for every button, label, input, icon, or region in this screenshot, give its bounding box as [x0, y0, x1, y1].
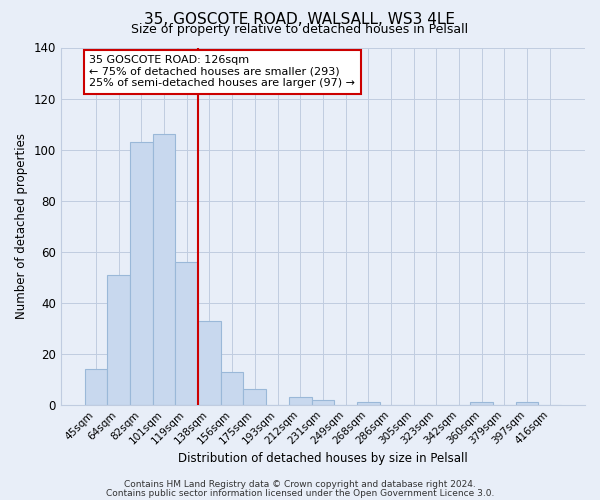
Bar — [470, 402, 493, 404]
Bar — [357, 402, 380, 404]
Bar — [311, 400, 334, 404]
Text: Contains HM Land Registry data © Crown copyright and database right 2024.: Contains HM Land Registry data © Crown c… — [124, 480, 476, 489]
Text: 35 GOSCOTE ROAD: 126sqm
← 75% of detached houses are smaller (293)
25% of semi-d: 35 GOSCOTE ROAD: 126sqm ← 75% of detache… — [89, 55, 355, 88]
Bar — [175, 262, 198, 404]
Bar — [130, 142, 152, 405]
Bar — [221, 372, 244, 404]
Bar — [244, 390, 266, 404]
Y-axis label: Number of detached properties: Number of detached properties — [15, 133, 28, 319]
Bar — [85, 369, 107, 404]
Bar — [107, 274, 130, 404]
Text: Contains public sector information licensed under the Open Government Licence 3.: Contains public sector information licen… — [106, 488, 494, 498]
Text: Size of property relative to detached houses in Pelsall: Size of property relative to detached ho… — [131, 22, 469, 36]
Text: 35, GOSCOTE ROAD, WALSALL, WS3 4LE: 35, GOSCOTE ROAD, WALSALL, WS3 4LE — [145, 12, 455, 28]
Bar — [289, 397, 311, 404]
Bar — [516, 402, 538, 404]
Bar — [198, 320, 221, 404]
Bar — [152, 134, 175, 404]
X-axis label: Distribution of detached houses by size in Pelsall: Distribution of detached houses by size … — [178, 452, 468, 465]
